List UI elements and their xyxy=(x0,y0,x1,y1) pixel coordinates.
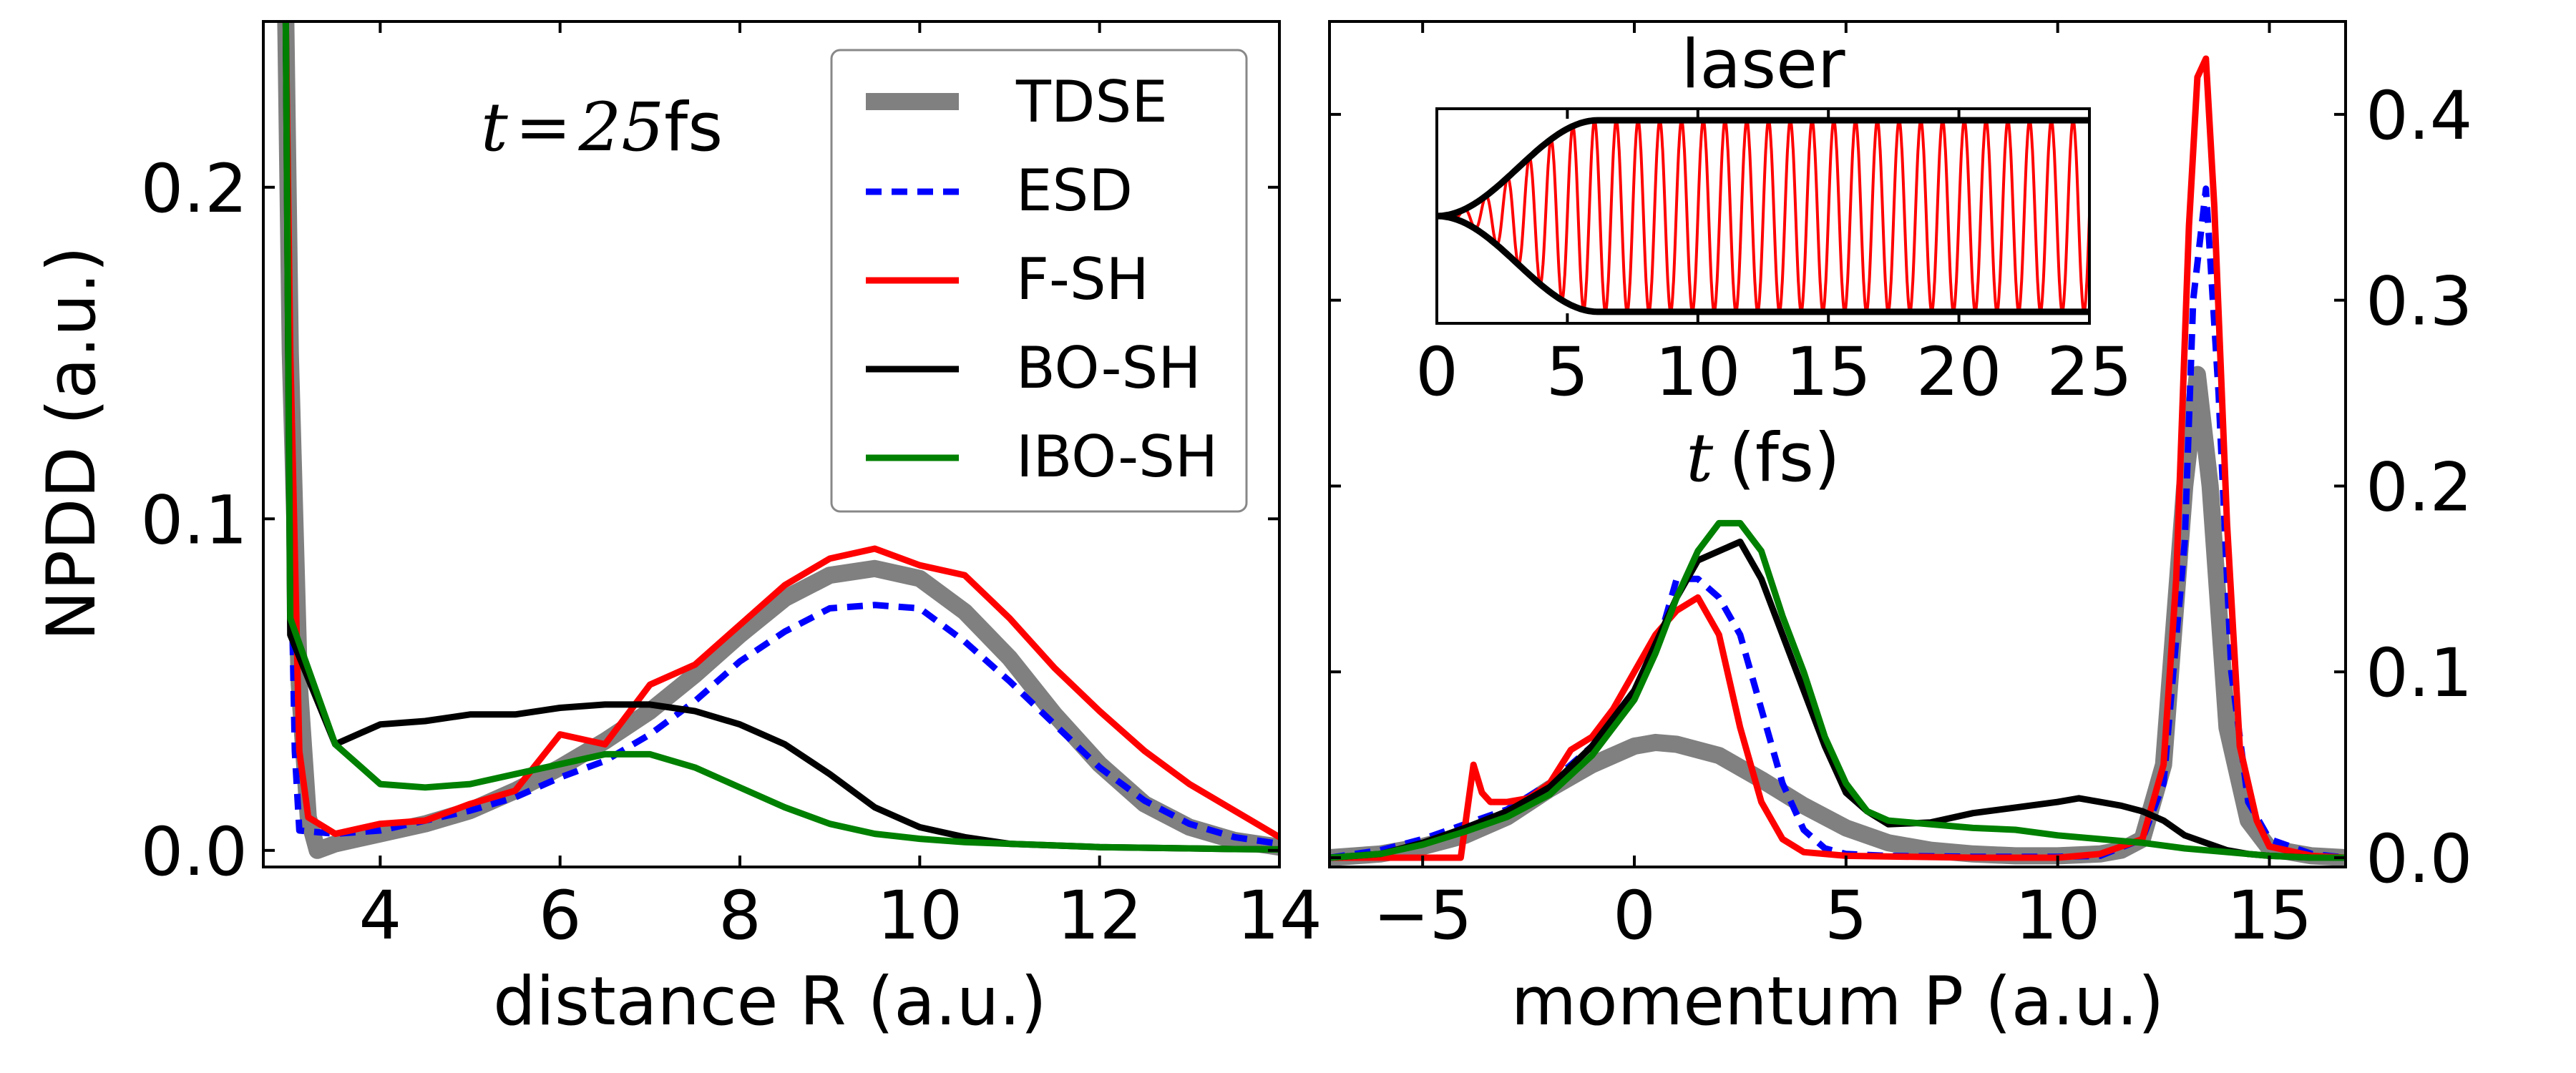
legend-label-tdse: TDSE xyxy=(1015,69,1168,135)
inset-xtick-label: 15 xyxy=(1785,333,1871,411)
legend-label-esd: ESD xyxy=(1016,157,1133,224)
left-xtick-label: 8 xyxy=(718,877,761,955)
inset-ticks: 0 5 10 15 20 25 xyxy=(1415,109,2132,411)
legend-box xyxy=(830,49,1248,513)
right-axes-frame xyxy=(1328,20,2347,868)
left-xtick-label: 6 xyxy=(539,877,582,955)
time-annotation: t = 25fs xyxy=(481,89,723,167)
left-data-layer xyxy=(277,21,1279,859)
right-series-esd xyxy=(1330,185,2346,861)
right-series-ibo-sh xyxy=(1330,519,2346,861)
inset-xtick-label: 0 xyxy=(1415,333,1458,411)
inset-frame xyxy=(1435,107,2091,325)
left-xtick-label: 4 xyxy=(358,877,401,955)
inset-data-layer xyxy=(1436,117,2091,315)
right-xtick-label: 15 xyxy=(2227,877,2313,955)
inset-xlabel-var: t xyxy=(1686,419,1713,497)
left-xlabel: distance R (a.u.) xyxy=(493,963,1047,1041)
left-series-tdse xyxy=(277,21,1279,859)
laser-inset: 0 5 10 15 20 25 laser t (fs) xyxy=(1415,26,2132,497)
right-ytick-label: 0.0 xyxy=(2366,820,2473,898)
right-xlabel: momentum P (a.u.) xyxy=(1511,963,2165,1041)
time-annotation-var: t xyxy=(481,89,508,167)
right-series-bo-sh xyxy=(1330,538,2346,861)
left-xtick-label: 10 xyxy=(877,877,963,955)
right-xtick-label: 5 xyxy=(1825,877,1868,955)
left-ytick-label: 0.1 xyxy=(141,481,248,559)
left-ytick-label: 0.0 xyxy=(141,813,248,891)
inset-series-envelope-lower xyxy=(1436,212,2089,315)
legend-label-ibosh: IBO-SH xyxy=(1016,423,1218,490)
right-xtick-label: 10 xyxy=(2015,877,2101,955)
right-ytick-label: 0.2 xyxy=(2366,449,2473,526)
right-ticks: −5 0 5 10 15 0.0 0.1 0.2 0.3 0.4 xyxy=(1330,21,2473,955)
right-ytick-label: 0.1 xyxy=(2366,635,2473,712)
inset-series-field xyxy=(1437,118,2091,314)
inset-xtick-label: 5 xyxy=(1546,333,1589,411)
left-panel: 4 6 8 10 12 14 0.0 0.1 0.2 NPDD (a.u.) distance … xyxy=(33,20,1322,1041)
inset-xlabel: t (fs) xyxy=(1686,419,1840,497)
legend-label-fsh: F-SH xyxy=(1016,246,1149,313)
left-series-ibo-sh xyxy=(282,21,1279,853)
inset-xlabel-unit: (fs) xyxy=(1729,419,1840,497)
right-xtick-label: −5 xyxy=(1373,877,1473,955)
legend: TDSE ESD F-SH BO-SH IBO-SH xyxy=(830,49,1248,513)
right-data-layer xyxy=(1330,55,2346,866)
left-axes-frame xyxy=(262,20,1281,868)
right-xtick-label: 0 xyxy=(1613,877,1656,955)
inset-xtick-label: 25 xyxy=(2046,333,2132,411)
left-ticks: 4 6 8 10 12 14 0.0 0.1 0.2 xyxy=(141,21,1322,955)
left-ytick-label: 0.2 xyxy=(141,150,248,228)
right-panel: −5 0 5 10 15 0.0 0.1 0.2 0.3 0.4 momentum P (a.u.… xyxy=(1328,20,2473,1041)
left-xtick-label: 14 xyxy=(1236,877,1322,955)
time-annotation-eq: = xyxy=(515,89,572,167)
inset-series-envelope-upper xyxy=(1436,117,2089,220)
left-xtick-label: 12 xyxy=(1057,877,1143,955)
time-annotation-num: 25 xyxy=(578,89,665,167)
legend-label-bosh: BO-SH xyxy=(1016,335,1201,401)
left-series-group xyxy=(277,21,1279,859)
left-ylabel: NPDD (a.u.) xyxy=(33,246,111,641)
inset-title: laser xyxy=(1681,26,1845,104)
right-series-f-sh xyxy=(1330,55,2346,861)
right-ytick-label: 0.3 xyxy=(2366,263,2473,341)
right-ytick-label: 0.4 xyxy=(2366,77,2473,155)
left-series-f-sh xyxy=(282,21,1279,841)
inset-xtick-label: 20 xyxy=(1916,333,2002,411)
time-annotation-unit: fs xyxy=(664,89,723,167)
inset-xtick-label: 10 xyxy=(1655,333,1741,411)
right-series-group xyxy=(1330,55,2346,866)
